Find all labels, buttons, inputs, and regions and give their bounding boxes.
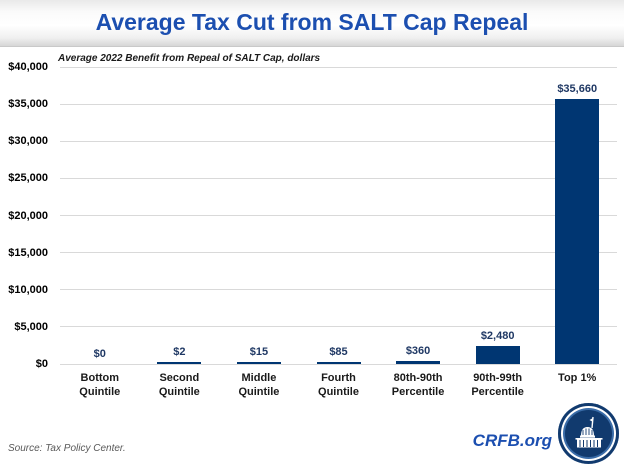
x-axis-category-label-line: Top 1% xyxy=(558,372,597,384)
gridline xyxy=(60,326,617,328)
bar-value-label: $85 xyxy=(329,346,348,358)
bar-value-label: $2 xyxy=(173,346,186,358)
y-axis-tick-label: $0 xyxy=(35,358,48,370)
x-axis-category-label-line: Percentile xyxy=(471,386,524,398)
gridline xyxy=(60,215,617,216)
chart-subtitle: Average 2022 Benefit from Repeal of SALT… xyxy=(58,53,321,64)
y-axis-tick-label: $25,000 xyxy=(8,172,48,185)
x-axis-category-label-line: Second xyxy=(159,372,200,384)
chart-title: Average Tax Cut from SALT Cap Repeal xyxy=(95,9,529,35)
bar-middle-quintile xyxy=(236,362,281,364)
x-axis-category-label-line: Fourth xyxy=(321,372,356,384)
capitol-building-icon xyxy=(558,403,619,464)
bar-value-label: $2,480 xyxy=(480,330,515,342)
x-axis-category-label-line: Quintile xyxy=(318,386,359,398)
x-axis-category-label-line: 90th-99th xyxy=(473,372,523,384)
x-axis-category-label-line: Quintile xyxy=(158,386,200,398)
bar-value-label: $360 xyxy=(405,345,431,357)
brand-text: CRFB.org xyxy=(472,431,552,450)
x-axis-category-label-line: Percentile xyxy=(391,386,445,398)
y-axis-tick-label: $35,000 xyxy=(8,98,48,111)
x-axis-category-label-line: Quintile xyxy=(79,386,121,398)
gridline xyxy=(60,363,617,365)
x-axis-category-label: 80th-90th Percentile xyxy=(375,371,461,399)
y-axis-tick-label: $30,000 xyxy=(8,135,48,148)
bar-top-1- xyxy=(555,99,600,364)
bar-value-label: $0 xyxy=(93,348,106,360)
x-axis-category-label: Second Quintile xyxy=(136,371,222,399)
y-axis-tick-label: $40,000 xyxy=(8,61,48,73)
y-axis-tick-label: $5,000 xyxy=(14,320,48,333)
gridline xyxy=(60,103,617,105)
gridline xyxy=(60,140,617,142)
x-axis-category-label-line: Quintile xyxy=(238,386,280,398)
source-note: Source: Tax Policy Center. xyxy=(8,443,126,454)
x-axis-category-label-line: 80th-90th xyxy=(393,372,443,384)
y-axis-tick-label: $15,000 xyxy=(8,246,48,259)
bar-second-quintile xyxy=(157,362,202,364)
gridline xyxy=(60,66,617,68)
x-axis-category-label-line: Bottom xyxy=(80,372,120,384)
gridline xyxy=(60,289,617,291)
x-axis-category-label: Fourth Quintile xyxy=(296,371,382,399)
title-banner: Average Tax Cut from SALT Cap Repeal xyxy=(0,0,624,47)
x-axis-category-label: Middle Quintile xyxy=(216,371,302,399)
bar-value-label: $15 xyxy=(249,346,269,358)
plot-area: $0 $5,000 $10,000 $15,000 $20,000 $25,000 $30,… xyxy=(8,61,617,370)
bar-value-label: $35,660 xyxy=(557,83,598,95)
y-axis-tick-label: $10,000 xyxy=(8,283,48,296)
x-axis-category-label: 90th-99th Percentile xyxy=(455,371,541,399)
x-axis-category-label: Top 1% xyxy=(534,371,620,385)
bar-80th-90th-percentile xyxy=(396,361,441,364)
bar-fourth-quintile xyxy=(316,362,361,364)
y-axis-tick-label: $20,000 xyxy=(8,209,48,222)
bar-90th-99th-percentile xyxy=(475,346,520,364)
x-axis-category-label-line: Middle xyxy=(241,372,277,384)
gridline xyxy=(60,252,617,254)
gridline xyxy=(60,177,617,179)
x-axis-category-label: Bottom Quintile xyxy=(57,371,143,399)
